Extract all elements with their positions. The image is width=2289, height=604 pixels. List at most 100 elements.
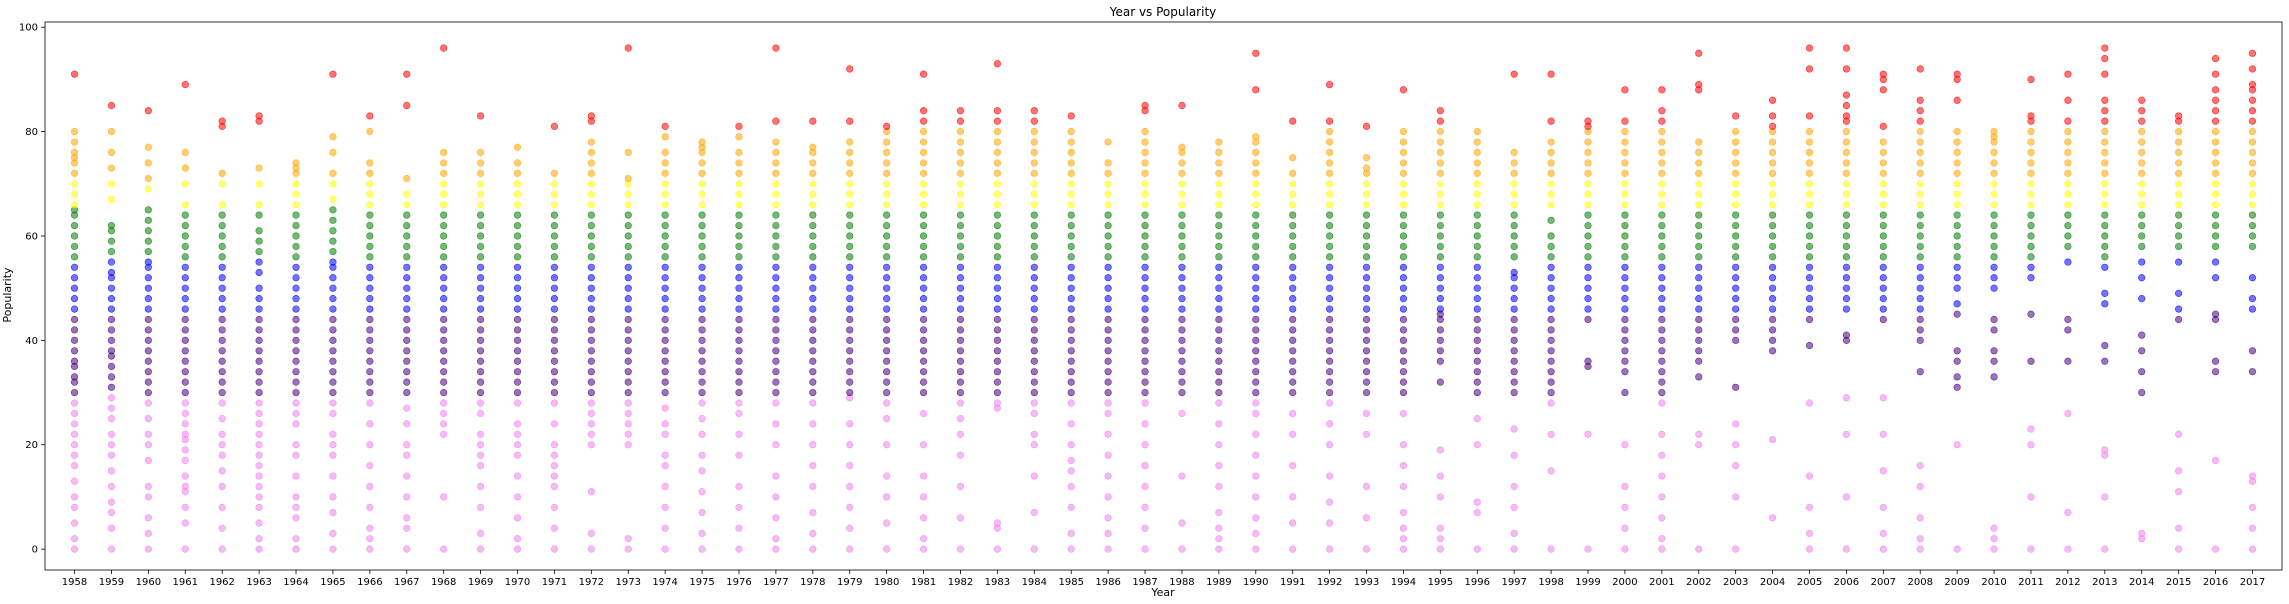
data-point — [2064, 221, 2072, 230]
data-point — [2175, 201, 2183, 209]
data-point — [883, 221, 891, 230]
data-point — [366, 524, 374, 532]
data-point — [1215, 388, 1223, 397]
data-point — [366, 326, 374, 334]
data-point — [2064, 201, 2072, 209]
data-point — [1067, 441, 1075, 449]
data-point — [1030, 242, 1038, 251]
data-point — [440, 211, 448, 219]
data-point — [1879, 148, 1887, 157]
data-point — [550, 503, 559, 511]
data-point — [1399, 221, 1408, 230]
data-point — [1362, 211, 1371, 219]
data-point — [2248, 128, 2257, 136]
data-point — [550, 284, 559, 292]
data-point — [1215, 368, 1223, 376]
data-point — [329, 493, 337, 501]
data-point — [2027, 112, 2035, 120]
data-point — [735, 284, 743, 292]
data-point — [1953, 274, 1961, 282]
data-point — [1621, 441, 1629, 449]
data-point — [956, 221, 965, 230]
data-point — [1067, 201, 1075, 209]
data-point — [1584, 545, 1592, 553]
data-point — [993, 399, 1001, 407]
data-point — [218, 430, 226, 438]
data-point — [1436, 357, 1444, 365]
data-point — [698, 232, 706, 240]
data-point — [1621, 159, 1629, 167]
data-point — [1030, 169, 1038, 177]
data-point — [919, 493, 928, 501]
data-point — [366, 535, 374, 543]
data-point — [1990, 545, 1998, 553]
data-point — [1141, 159, 1149, 167]
data-point — [2027, 169, 2035, 177]
data-point — [1510, 529, 1518, 538]
x-tick-label: 1974 — [652, 577, 677, 588]
data-point — [846, 284, 854, 292]
data-point — [1252, 315, 1260, 324]
data-point — [440, 493, 448, 501]
data-point — [181, 503, 189, 511]
data-point — [107, 498, 116, 506]
data-point — [1473, 274, 1481, 282]
data-point — [1030, 388, 1038, 397]
data-point — [1178, 378, 1186, 386]
data-point — [2064, 117, 2072, 125]
data-point — [1289, 263, 1297, 271]
data-point — [1842, 232, 1851, 240]
data-point — [993, 148, 1001, 157]
data-point — [698, 274, 706, 282]
data-point — [550, 242, 559, 251]
data-point — [1178, 368, 1186, 376]
data-point — [1030, 284, 1038, 292]
data-point — [255, 180, 263, 188]
data-point — [1805, 232, 1814, 240]
data-point — [1621, 190, 1629, 198]
data-point — [1584, 305, 1592, 313]
data-point — [1842, 221, 1851, 230]
x-tick-label: 1985 — [1058, 577, 1083, 588]
data-point — [1141, 190, 1149, 198]
data-point — [624, 430, 632, 438]
data-point — [956, 117, 965, 125]
data-point — [403, 232, 411, 240]
data-point — [587, 336, 595, 344]
data-point — [329, 227, 337, 235]
data-point — [1768, 253, 1777, 261]
data-point — [735, 399, 743, 407]
data-point — [624, 211, 632, 219]
data-point — [2211, 138, 2220, 146]
data-point — [403, 211, 411, 219]
data-point — [2027, 128, 2035, 136]
data-point — [2175, 169, 2183, 177]
data-point — [1547, 216, 1555, 224]
data-point — [772, 148, 780, 157]
data-point — [993, 138, 1001, 146]
data-point — [440, 295, 448, 303]
data-point — [587, 201, 595, 209]
data-point — [698, 415, 706, 423]
x-tick-label: 1979 — [837, 577, 862, 588]
data-point — [218, 221, 226, 230]
data-point — [1178, 169, 1186, 177]
data-point — [2101, 96, 2109, 104]
data-point — [329, 195, 337, 204]
data-point — [1178, 201, 1186, 209]
data-point — [1067, 399, 1075, 407]
data-point — [698, 263, 706, 271]
data-point — [1289, 493, 1297, 501]
data-point — [1658, 148, 1666, 157]
data-point — [1289, 545, 1297, 553]
data-point — [1252, 211, 1260, 219]
data-point — [1030, 117, 1038, 125]
data-point — [1104, 472, 1112, 480]
x-tick-label: 1960 — [136, 577, 161, 588]
data-point — [624, 535, 632, 543]
data-point — [883, 295, 891, 303]
data-point — [1953, 263, 1961, 271]
data-point — [181, 295, 189, 303]
data-point — [1510, 305, 1518, 313]
data-point — [1030, 545, 1038, 553]
